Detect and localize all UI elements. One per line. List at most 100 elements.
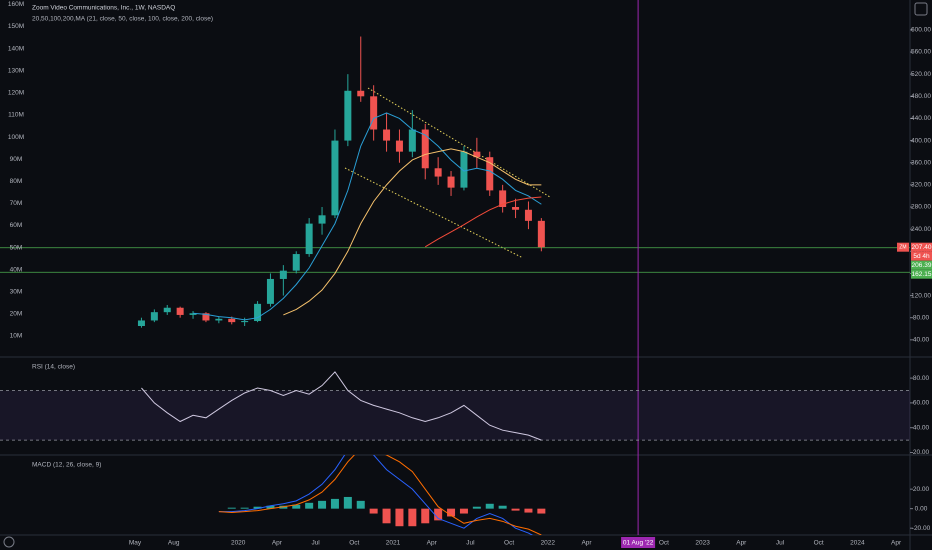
level-tag [911,260,932,270]
histogram-bar [330,498,339,509]
y-tick-label: 280.00 [911,204,931,211]
y-tick-label: 20.00 [913,449,930,456]
y-tick-label: 520.00 [911,71,931,78]
volume-tick-label: 40M [10,266,23,273]
indicator-title: 20,50,100,200,MA (21, close, 50, close, … [32,16,213,23]
candle-body [137,320,145,327]
candle-body [357,90,365,97]
x-tick-label: 2022 [541,540,556,547]
histogram-bar [485,503,494,509]
histogram-bar [253,506,262,509]
histogram-bar [318,500,327,509]
y-tick-label: 120.00 [911,292,931,299]
y-tick-label: -20.00 [912,525,931,532]
histogram-bar [434,508,443,521]
cursor-tag [621,537,656,548]
countdown-tag [911,251,932,261]
pane [0,371,910,441]
y-tick-label: 400.00 [911,137,931,144]
moving-average [424,196,542,248]
candle-body [254,303,262,322]
y-tick-label: 40.00 [913,424,930,431]
volume-tick-label: 140M [8,45,24,52]
histogram-bar [292,504,301,509]
cursor-label: 01 Aug '22 [623,540,654,547]
candle-body [163,307,171,313]
logo [3,536,15,548]
x-tick-label: Oct [504,540,514,547]
candle-body [344,90,352,141]
x-tick-label: Aug [168,540,180,547]
rsi-band [0,390,910,441]
histogram-bar [421,508,430,524]
y-tick-label: 80.00 [913,375,930,382]
y-tick-label: 440.00 [911,115,931,122]
volume-tick-label: 80M [10,178,23,185]
x-tick-label: Jul [466,540,475,547]
histogram-bar [395,508,404,527]
histogram-bar [524,508,533,513]
level-label: 206.39 [912,262,932,269]
candle-body [228,318,236,323]
level-tag [911,269,932,279]
volume-tick-label: 30M [10,289,23,296]
x-tick-label: 2021 [386,540,401,547]
histogram-bar [408,508,417,527]
x-tick-label: 2023 [695,540,710,547]
x-tick-label: Jul [311,540,320,547]
histogram-bar [511,508,520,511]
candle-body [150,312,158,321]
candle-body [331,140,339,216]
level-label: 162.15 [912,271,932,278]
volume-tick-label: 60M [10,222,23,229]
histogram-bar [240,507,249,509]
y-tick-label: 360.00 [911,159,931,166]
candle-body [292,254,300,271]
histogram-bar [498,505,507,509]
x-tick-label: Apr [272,540,283,547]
x-tick-label: Apr [581,540,592,547]
pane [218,455,546,535]
macd-line [218,455,534,535]
candle-body [512,207,520,210]
candle-body [499,190,507,208]
y-tick-label: 560.00 [911,49,931,56]
histogram-bar [459,508,468,514]
moving-average [283,148,542,316]
histogram-bar [356,500,365,509]
histogram-bar [447,508,456,517]
candle-body [241,321,249,323]
histogram-bar [266,505,275,509]
volume-tick-label: 120M [8,90,24,97]
candle-body [447,176,455,188]
volume-tick-label: 70M [10,200,23,207]
x-tick-label: Oct [659,540,669,547]
candle-body [486,157,494,191]
candle-body [524,209,532,221]
x-tick-label: 2020 [231,540,246,547]
candle-body [395,140,403,152]
x-tick-label: Jul [776,540,785,547]
histogram-bar [227,507,236,509]
x-tick-label: Oct [814,540,824,547]
countdown-label: 5d 4h [913,253,930,260]
volume-tick-label: 110M [8,112,24,119]
x-tick-label: 2024 [850,540,865,547]
y-tick-label: 60.00 [913,400,930,407]
histogram-bar [537,508,546,514]
x-tick-label: Apr [427,540,438,547]
y-tick-label: 80.00 [913,314,930,321]
histogram-bar [305,502,314,509]
macd-title: MACD (12, 26, close, 9) [32,462,101,469]
rsi-line [141,371,542,441]
y-tick-label: 40.00 [913,337,930,344]
volume-tick-label: 150M [8,23,24,30]
candle-body [202,313,210,321]
symbol-label: ZM [899,245,906,251]
volume-tick-label: 160M [8,1,24,8]
candle-body [537,220,545,248]
x-tick-label: May [129,540,142,547]
trend-line [367,87,551,198]
maximize-button[interactable] [914,2,928,16]
candle-body [215,318,223,321]
